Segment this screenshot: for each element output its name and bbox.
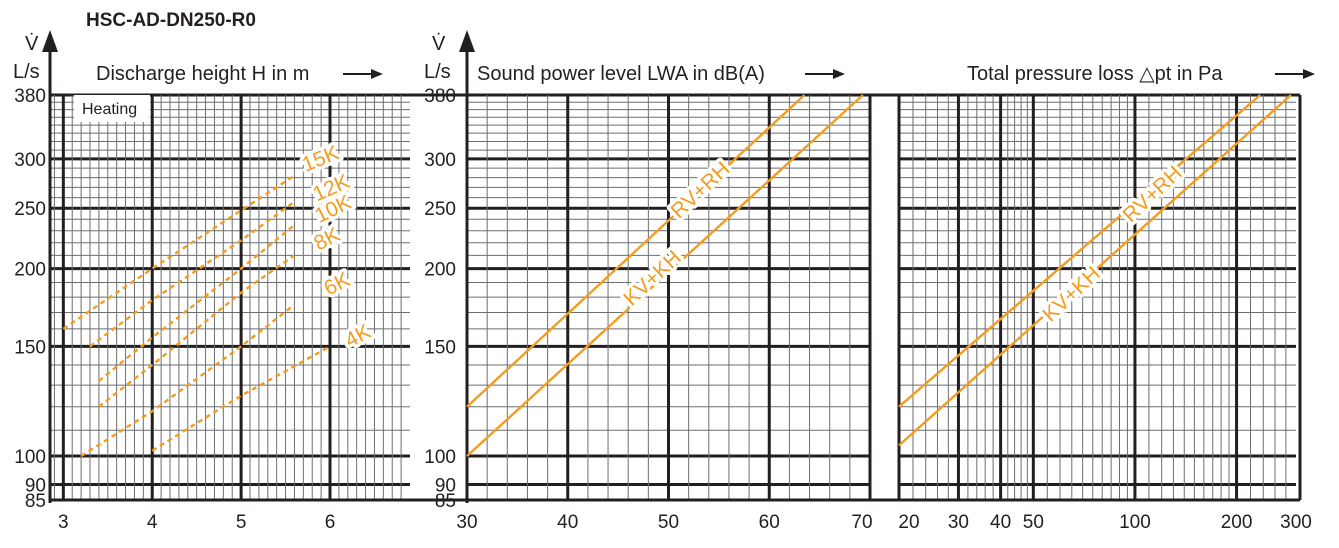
x-tick-label: 4 <box>147 512 158 533</box>
panel2-xlabel: Sound power level LWA in dB(A) <box>477 63 765 85</box>
y-tick-label: 250 <box>14 199 46 220</box>
y-axis-symbol-1: V̇ <box>25 33 39 55</box>
y-tick-label: 150 <box>424 337 456 358</box>
y-tick-label: 380 <box>424 86 456 107</box>
grid <box>50 93 1302 502</box>
x-tick-label: 50 <box>658 512 679 533</box>
x-tick-label: 40 <box>557 512 578 533</box>
series-line-6k <box>80 303 296 458</box>
x-tick-label: 6 <box>325 512 336 533</box>
panel1-xlabel: Discharge height H in m <box>96 63 309 85</box>
series-line-12k <box>89 200 296 348</box>
y-axis-symbol-2: V̇ <box>432 33 446 55</box>
x-tick-label: 100 <box>1119 512 1151 533</box>
x-tick-label: 40 <box>990 512 1011 533</box>
series-label: 15K <box>299 141 342 176</box>
y-tick-label: 85 <box>25 491 46 512</box>
panel3-xlabel-arrow-head <box>1303 69 1315 79</box>
heating-label-box <box>74 95 150 122</box>
y-tick-label: 300 <box>424 150 456 171</box>
y-tick-label: 300 <box>14 150 46 171</box>
y-axis-unit-2: L/s <box>424 61 451 83</box>
x-tick-label: 30 <box>948 512 969 533</box>
series-line-4k <box>151 345 331 452</box>
series-label: 6K <box>320 268 353 300</box>
series-line-rvrh <box>466 94 806 408</box>
series-line-kvkh <box>466 94 864 457</box>
y-tick-label: 100 <box>424 447 456 468</box>
x-tick-label: 5 <box>236 512 247 533</box>
y-tick-label: 85 <box>435 491 456 512</box>
y-tick-label: 200 <box>14 260 46 281</box>
x-tick-label: 200 <box>1221 512 1253 533</box>
x-tick-label: 70 <box>851 512 872 533</box>
panel1-xlabel-arrow-head <box>371 69 383 79</box>
heating-label: Heating <box>82 101 137 118</box>
x-tick-label: 50 <box>1023 512 1044 533</box>
y-tick-label: 380 <box>14 86 46 107</box>
x-tick-label: 300 <box>1280 512 1312 533</box>
x-tick-label: 30 <box>456 512 477 533</box>
y-axis-unit-1: L/s <box>13 61 40 83</box>
series-label: RV+RH <box>667 157 735 223</box>
y-axis-1-arrow <box>42 30 58 52</box>
y-tick-label: 90 <box>25 476 46 497</box>
y-tick-label: 200 <box>424 260 456 281</box>
y-tick-label: 100 <box>14 447 46 468</box>
x-tick-label: 3 <box>58 512 69 533</box>
x-tick-label: 60 <box>759 512 780 533</box>
series-line-rvrh <box>898 94 1261 408</box>
series-line-kvkh <box>898 94 1292 447</box>
panel3-xlabel: Total pressure loss △pt in Pa <box>967 63 1223 85</box>
panel2-xlabel-arrow-head <box>833 69 845 79</box>
chart-title: HSC-AD-DN250-R0 <box>86 10 256 31</box>
x-tick-label: 20 <box>898 512 919 533</box>
y-axis-2-arrow <box>459 30 475 52</box>
y-tick-label: 250 <box>424 199 456 220</box>
y-tick-label: 150 <box>14 337 46 358</box>
y-tick-label: 90 <box>435 476 456 497</box>
series-line-15k <box>62 174 296 330</box>
